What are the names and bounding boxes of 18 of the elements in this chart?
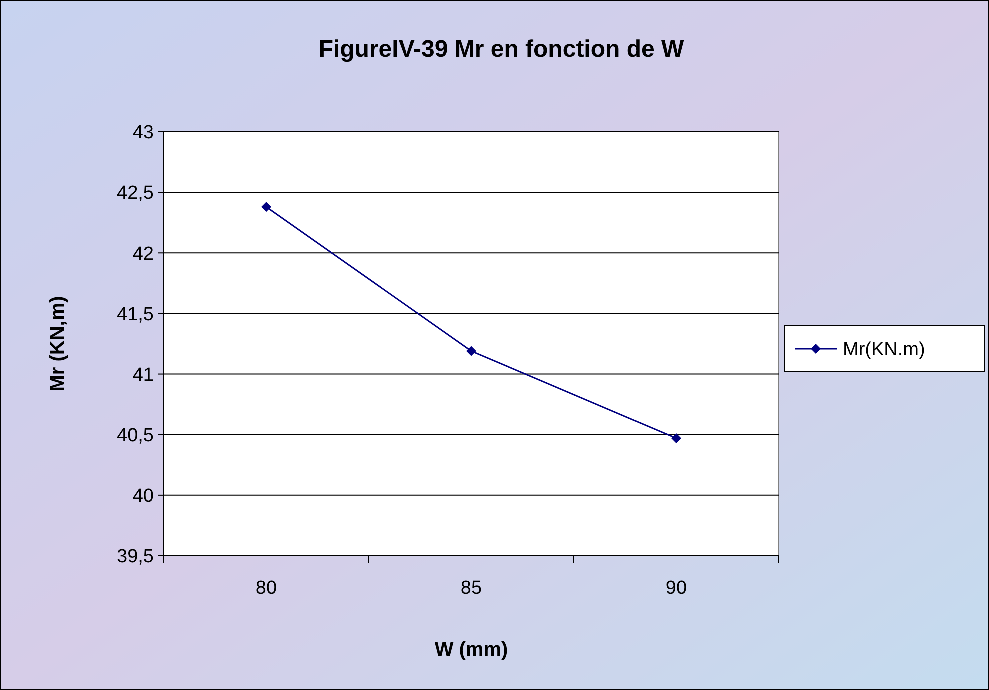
y-axis-title: Mr (KN,m)	[47, 296, 69, 392]
y-tick-label: 40	[132, 486, 154, 508]
x-axis-title: W (mm)	[434, 639, 508, 661]
point	[262, 202, 272, 212]
y-tick-label: 40,5	[117, 426, 154, 447]
point	[466, 346, 476, 356]
y-tick-label: 43	[132, 122, 154, 144]
y-tick-label: 41,5	[117, 304, 154, 326]
x-tick-label: 80	[256, 578, 278, 599]
y-tick-label: 39,5	[117, 546, 154, 568]
y-tick-label: 42,5	[117, 183, 154, 204]
point	[672, 433, 682, 444]
x-tick-label: 85	[460, 578, 482, 599]
x-tick-label: 90	[666, 578, 688, 599]
y-tick-label: 41	[132, 364, 154, 386]
chart-title: FigureIV-39 Mr en fonction de W	[318, 36, 685, 63]
y-tick-label: 42	[132, 244, 154, 265]
legend-label: Mr(KN.m)	[843, 340, 926, 361]
